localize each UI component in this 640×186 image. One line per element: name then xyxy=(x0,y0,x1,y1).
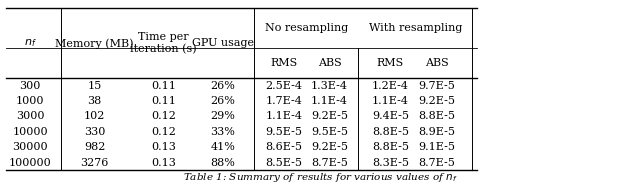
Text: 9.1E-5: 9.1E-5 xyxy=(418,142,455,152)
Text: 8.8E-5: 8.8E-5 xyxy=(372,127,409,137)
Text: 102: 102 xyxy=(84,111,106,121)
Text: 8.7E-5: 8.7E-5 xyxy=(311,158,348,168)
Text: ABS: ABS xyxy=(424,58,449,68)
Text: 0.11: 0.11 xyxy=(151,96,175,106)
Text: 1.1E-4: 1.1E-4 xyxy=(311,96,348,106)
Text: 29%: 29% xyxy=(211,111,235,121)
Text: 9.5E-5: 9.5E-5 xyxy=(311,127,348,137)
Text: 0.13: 0.13 xyxy=(151,142,175,152)
Text: 9.2E-5: 9.2E-5 xyxy=(311,111,348,121)
Text: 9.2E-5: 9.2E-5 xyxy=(418,96,455,106)
Text: 8.5E-5: 8.5E-5 xyxy=(266,158,303,168)
Text: 0.13: 0.13 xyxy=(151,158,175,168)
Text: 15: 15 xyxy=(88,81,102,91)
Text: 2.5E-4: 2.5E-4 xyxy=(266,81,303,91)
Text: 10000: 10000 xyxy=(12,127,48,137)
Text: 300: 300 xyxy=(19,81,41,91)
Text: 1.3E-4: 1.3E-4 xyxy=(311,81,348,91)
Text: 100000: 100000 xyxy=(9,158,51,168)
Text: 0.12: 0.12 xyxy=(151,111,175,121)
Text: 1000: 1000 xyxy=(16,96,44,106)
Text: 3276: 3276 xyxy=(81,158,109,168)
Text: Memory (MB): Memory (MB) xyxy=(56,38,134,49)
Text: 9.5E-5: 9.5E-5 xyxy=(266,127,303,137)
Text: RMS: RMS xyxy=(271,58,298,68)
Text: 1.1E-4: 1.1E-4 xyxy=(266,111,303,121)
Text: GPU usage: GPU usage xyxy=(192,38,253,48)
Text: 8.8E-5: 8.8E-5 xyxy=(418,111,455,121)
Text: 9.2E-5: 9.2E-5 xyxy=(311,142,348,152)
Text: Time per
iteration (s): Time per iteration (s) xyxy=(130,32,196,54)
Text: Table 1: Summary of results for various values of $n_f$: Table 1: Summary of results for various … xyxy=(182,171,458,184)
Text: 1.7E-4: 1.7E-4 xyxy=(266,96,303,106)
Text: No resampling: No resampling xyxy=(264,23,348,33)
Text: 8.8E-5: 8.8E-5 xyxy=(372,142,409,152)
Text: 41%: 41% xyxy=(211,142,235,152)
Text: 0.12: 0.12 xyxy=(151,127,175,137)
Text: 1.1E-4: 1.1E-4 xyxy=(372,96,409,106)
Text: 8.6E-5: 8.6E-5 xyxy=(266,142,303,152)
Text: 8.9E-5: 8.9E-5 xyxy=(418,127,455,137)
Text: RMS: RMS xyxy=(377,58,404,68)
Text: 30000: 30000 xyxy=(12,142,48,152)
Text: 8.7E-5: 8.7E-5 xyxy=(418,158,455,168)
Text: With resampling: With resampling xyxy=(369,23,462,33)
Text: 0.11: 0.11 xyxy=(151,81,175,91)
Text: 38: 38 xyxy=(88,96,102,106)
Text: 9.4E-5: 9.4E-5 xyxy=(372,111,409,121)
Text: 982: 982 xyxy=(84,142,106,152)
Text: 26%: 26% xyxy=(211,81,235,91)
Text: 9.7E-5: 9.7E-5 xyxy=(418,81,455,91)
Text: 330: 330 xyxy=(84,127,106,137)
Text: 33%: 33% xyxy=(211,127,235,137)
Text: 88%: 88% xyxy=(211,158,235,168)
Text: ABS: ABS xyxy=(317,58,342,68)
Text: 1.2E-4: 1.2E-4 xyxy=(372,81,409,91)
Text: 26%: 26% xyxy=(211,96,235,106)
Text: 3000: 3000 xyxy=(16,111,44,121)
Text: 8.3E-5: 8.3E-5 xyxy=(372,158,409,168)
Text: $n_f$: $n_f$ xyxy=(24,37,36,49)
